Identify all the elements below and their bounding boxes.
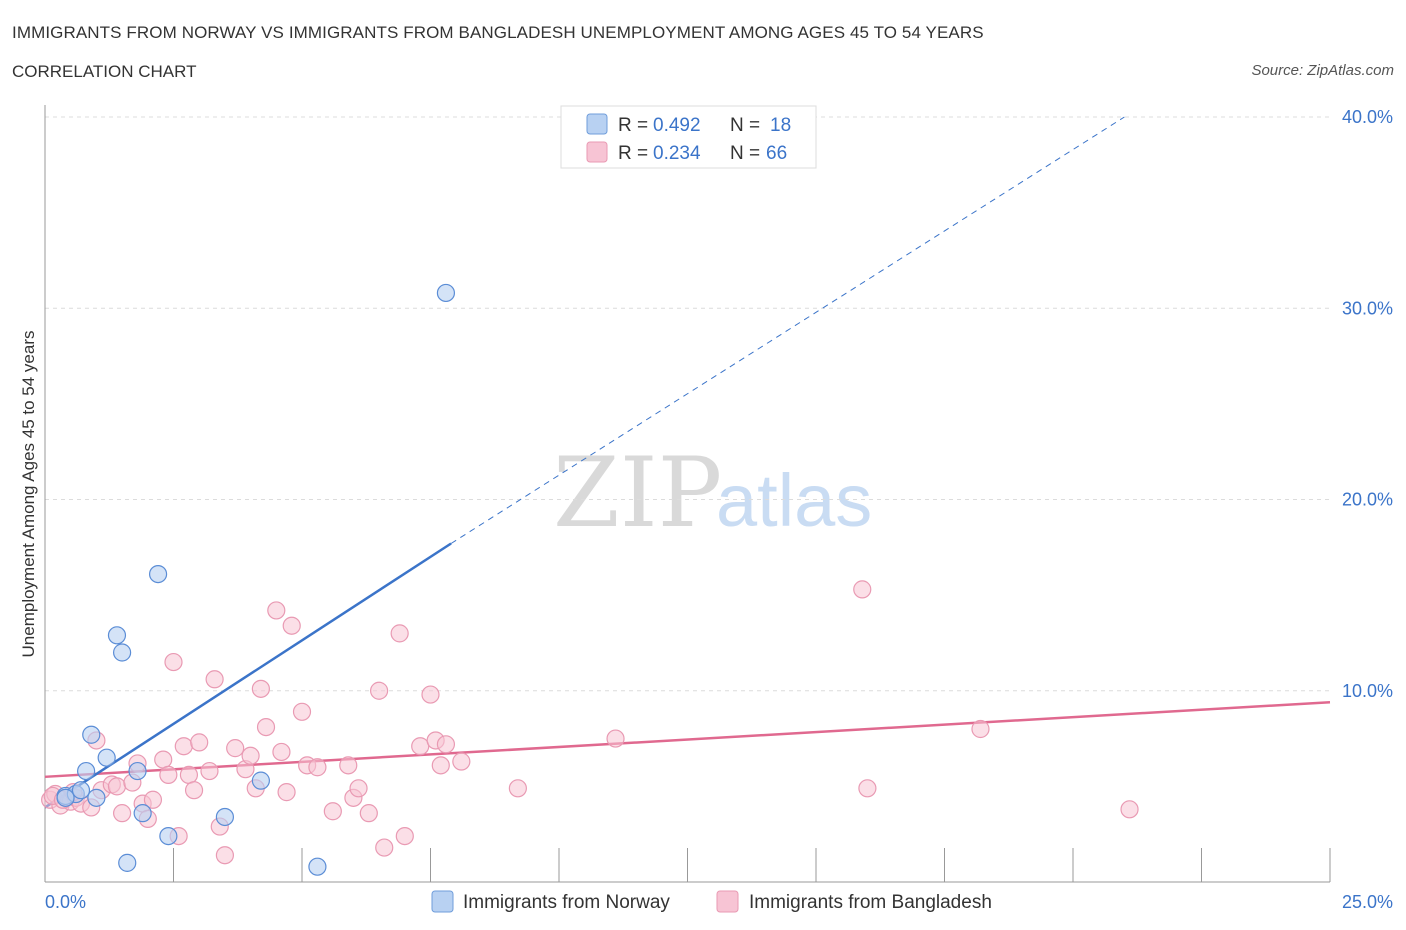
legend-bangladesh-r-label: R = xyxy=(618,143,648,164)
legend-bangladesh-swatch xyxy=(586,141,608,163)
bangladesh-point xyxy=(853,580,872,599)
bangladesh-point xyxy=(339,756,358,775)
x-tick-label-max: 25.0% xyxy=(1342,892,1393,912)
norway-point xyxy=(251,771,270,790)
bangladesh-point xyxy=(292,702,312,721)
y-tick-label: 20.0% xyxy=(1342,490,1393,510)
bangladesh-point xyxy=(282,616,301,635)
y-tick-label: 40.0% xyxy=(1342,107,1393,127)
norway-point xyxy=(87,788,106,807)
norway-trend-extension xyxy=(450,116,1125,544)
bangladesh-point xyxy=(370,681,389,700)
bangladesh-point xyxy=(107,777,127,796)
bangladesh-point xyxy=(205,670,224,689)
norway-points xyxy=(56,283,456,876)
norway-point xyxy=(128,761,147,781)
legend-box: R = 0.492 N = 18 R = 0.234 N = 66 xyxy=(560,105,817,169)
bangladesh-point xyxy=(179,765,199,785)
bangladesh-point xyxy=(256,717,276,737)
chart-subtitle: CORRELATION CHART xyxy=(12,62,197,81)
bangladesh-point xyxy=(349,779,368,798)
bangladesh-point xyxy=(421,685,440,704)
bangladesh-point xyxy=(241,746,260,765)
bangladesh-point xyxy=(154,750,173,769)
bangladesh-point xyxy=(164,652,183,672)
legend-norway-swatch xyxy=(586,113,608,135)
legend-bangladesh-n-label: N = xyxy=(730,143,760,164)
norway-point xyxy=(112,643,132,662)
legend-norway-n-label: N = xyxy=(730,115,760,136)
norway-point xyxy=(148,564,168,584)
norway-point xyxy=(97,748,116,767)
bangladesh-point xyxy=(190,733,209,752)
bangladesh-point xyxy=(323,802,342,821)
y-tick-label: 30.0% xyxy=(1342,298,1393,318)
legend-bangladesh-n-value: 66 xyxy=(766,143,787,164)
x-axis-ticks xyxy=(44,848,1331,882)
bangladesh-point xyxy=(508,779,527,798)
chart-title: IMMIGRANTS FROM NORWAY VS IMMIGRANTS FRO… xyxy=(12,23,984,42)
y-axis-label: Unemployment Among Ages 45 to 54 years xyxy=(19,331,38,658)
legend-bangladesh-r-value: 0.234 xyxy=(653,143,701,164)
norway-point xyxy=(215,807,234,827)
bangladesh-point xyxy=(452,752,471,771)
norway-point xyxy=(436,283,456,303)
norway-point xyxy=(77,761,96,781)
bangladesh-point xyxy=(858,779,877,798)
bottom-legend-bangladesh-label: Immigrants from Bangladesh xyxy=(749,892,992,913)
bottom-legend: Immigrants from Norway Immigrants from B… xyxy=(431,890,992,913)
legend-norway-r-value: 0.492 xyxy=(653,115,701,136)
bangladesh-point xyxy=(226,739,245,758)
norway-point xyxy=(107,626,127,645)
bangladesh-point xyxy=(184,781,204,800)
bangladesh-point xyxy=(215,846,234,865)
bangladesh-point xyxy=(200,761,219,781)
norway-point xyxy=(133,804,152,823)
norway-point xyxy=(159,826,178,846)
bangladesh-point xyxy=(375,838,394,857)
bangladesh-point xyxy=(277,783,296,802)
bangladesh-point xyxy=(159,765,178,785)
gridlines xyxy=(45,116,1330,692)
norway-point xyxy=(56,788,75,807)
norway-point xyxy=(71,781,91,800)
norway-point xyxy=(308,857,327,876)
bangladesh-point xyxy=(174,737,193,756)
bangladesh-point xyxy=(390,624,409,643)
watermark-atlas: atlas xyxy=(716,459,872,542)
bangladesh-point xyxy=(267,601,286,620)
x-tick-label-min: 0.0% xyxy=(45,892,86,912)
bangladesh-point xyxy=(272,742,291,762)
bangladesh-point xyxy=(436,735,456,754)
y-tick-label: 10.0% xyxy=(1342,681,1393,701)
bangladesh-point xyxy=(1120,800,1139,819)
bangladesh-point xyxy=(359,804,378,823)
bangladesh-point xyxy=(431,756,450,775)
bangladesh-point xyxy=(112,804,132,823)
norway-point xyxy=(82,725,101,744)
bangladesh-point xyxy=(971,719,990,739)
legend-norway-n-value: 18 xyxy=(770,115,791,136)
bangladesh-point xyxy=(143,790,163,809)
legend-norway-r-label: R = xyxy=(618,115,648,136)
bangladesh-point xyxy=(395,826,414,846)
watermark-zip: ZIP xyxy=(553,437,722,549)
bangladesh-point xyxy=(308,758,327,777)
bangladesh-point xyxy=(251,679,270,698)
y-tick-labels: 10.0% 20.0% 30.0% 40.0% xyxy=(1342,107,1393,701)
bottom-legend-bangladesh-swatch xyxy=(716,890,739,913)
bangladesh-trend-line xyxy=(44,700,1331,779)
bangladesh-point xyxy=(411,737,430,756)
bottom-legend-norway-label: Immigrants from Norway xyxy=(463,892,670,913)
bottom-legend-norway-swatch xyxy=(431,890,454,913)
source-credit: Source: ZipAtlas.com xyxy=(1251,62,1394,79)
bangladesh-point xyxy=(606,729,625,748)
norway-point xyxy=(118,853,137,872)
